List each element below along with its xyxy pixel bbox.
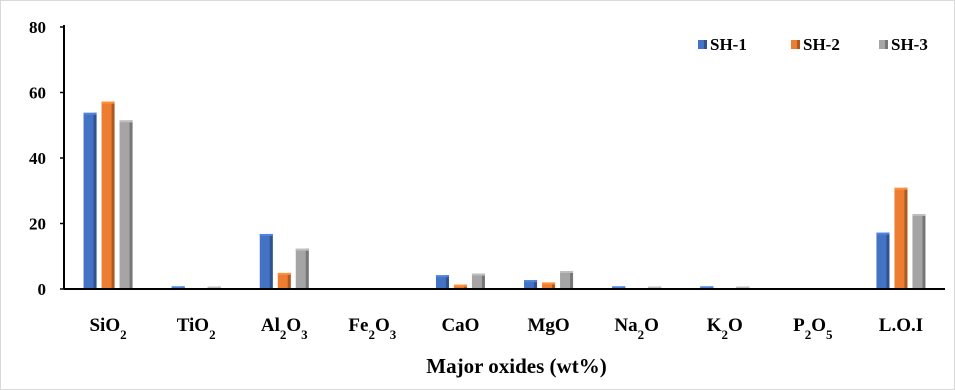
x-category-label: TiO2 xyxy=(177,315,216,342)
x-category-label: Na2O xyxy=(614,315,659,342)
bar-side-shade xyxy=(904,187,908,289)
legend-swatch-shade xyxy=(797,40,800,49)
bar-sh-2-0 xyxy=(101,101,115,289)
bar-sh-2-5 xyxy=(542,282,556,289)
bar-sh-1-9 xyxy=(876,232,890,289)
bar-top-highlight xyxy=(524,280,538,283)
y-tick-label: 20 xyxy=(29,215,46,234)
bar-top-highlight xyxy=(912,214,926,217)
bar-top-highlight xyxy=(171,286,185,289)
bar-top-highlight xyxy=(101,101,115,104)
x-category-label: K2O xyxy=(707,315,743,342)
bar-side-shade xyxy=(111,101,115,289)
legend-label-sh-3: SH-3 xyxy=(891,35,928,54)
x-category-label: MgO xyxy=(527,315,569,336)
bar-sh-3-4 xyxy=(471,273,485,289)
bar-sh-1-0 xyxy=(83,112,97,290)
x-category-label: CaO xyxy=(441,315,479,336)
bar-top-highlight xyxy=(83,112,97,115)
bar-top-highlight xyxy=(876,232,890,235)
x-axis-title: Major oxides (wt%) xyxy=(426,354,606,378)
bar-top-highlight xyxy=(700,286,714,289)
legend-label-sh-1: SH-1 xyxy=(710,35,747,54)
bar-top-highlight xyxy=(435,275,449,278)
x-category-label: L.O.I xyxy=(879,315,923,336)
bar-side-shade xyxy=(570,270,574,289)
bar-sh-2-2 xyxy=(277,272,291,289)
bar-side-shade xyxy=(463,284,467,289)
bar-sh-1-4 xyxy=(435,275,449,289)
bar-side-shade xyxy=(481,273,485,289)
legend-swatch-shade xyxy=(885,40,888,49)
legend-label-sh-2: SH-2 xyxy=(803,35,840,54)
bar-top-highlight xyxy=(612,286,626,289)
bar-series-group xyxy=(83,101,926,290)
bar-sh-1-2 xyxy=(259,233,273,289)
bar-top-highlight xyxy=(453,284,467,287)
bar-side-shade xyxy=(93,112,97,290)
y-tick-label: 0 xyxy=(38,280,47,299)
x-category-label: Al2O3 xyxy=(261,315,308,342)
bar-side-shade xyxy=(886,232,890,289)
bar-side-shade xyxy=(552,282,556,289)
bar-sh-3-0 xyxy=(119,120,133,290)
bar-sh-3-2 xyxy=(295,248,309,289)
x-category-label: SiO2 xyxy=(89,315,126,342)
bar-top-highlight xyxy=(277,272,291,275)
bar-side-shade xyxy=(534,280,538,289)
bar-sh-3-5 xyxy=(560,270,574,289)
bar-top-highlight xyxy=(471,273,485,276)
bar-top-highlight xyxy=(560,270,574,273)
x-axis-category-labels: SiO2 TiO2 Al2O3 Fe2O3 CaO MgO Na2O K2O P2O5 L.O.I xyxy=(89,315,923,342)
chart-legend: SH-1 SH-2 SH-3 xyxy=(698,35,928,54)
x-category-label: P2O5 xyxy=(793,315,833,342)
bar-sh-1-5 xyxy=(524,280,538,289)
bar-sh-3-9 xyxy=(912,214,926,289)
legend-swatch-sh-2 xyxy=(791,40,800,49)
bar-top-highlight xyxy=(542,282,556,285)
bar-side-shade xyxy=(129,120,133,290)
legend-swatch-sh-1 xyxy=(698,40,707,49)
y-tick-label: 40 xyxy=(29,149,46,168)
y-tick-label: 60 xyxy=(29,84,46,103)
bar-top-highlight xyxy=(894,187,908,190)
y-tick-label: 80 xyxy=(29,18,46,37)
y-axis-ticks: 0 20 40 60 80 xyxy=(29,18,64,299)
bar-sh-2-4 xyxy=(453,284,467,289)
bar-top-highlight xyxy=(119,120,133,123)
bar-top-highlight xyxy=(736,286,750,289)
bar-side-shade xyxy=(445,275,449,289)
bar-side-shade xyxy=(922,214,926,289)
bar-top-highlight xyxy=(648,286,662,289)
bar-side-shade xyxy=(269,233,273,289)
bar-top-highlight xyxy=(295,248,309,251)
bar-top-highlight xyxy=(259,233,273,236)
bar-side-shade xyxy=(305,248,309,289)
bar-top-highlight xyxy=(207,286,221,289)
legend-swatch-shade xyxy=(704,40,707,49)
x-category-label: Fe2O3 xyxy=(348,315,396,342)
bar-side-shade xyxy=(287,272,291,289)
bar-sh-2-9 xyxy=(894,187,908,289)
legend-swatch-sh-3 xyxy=(879,40,888,49)
